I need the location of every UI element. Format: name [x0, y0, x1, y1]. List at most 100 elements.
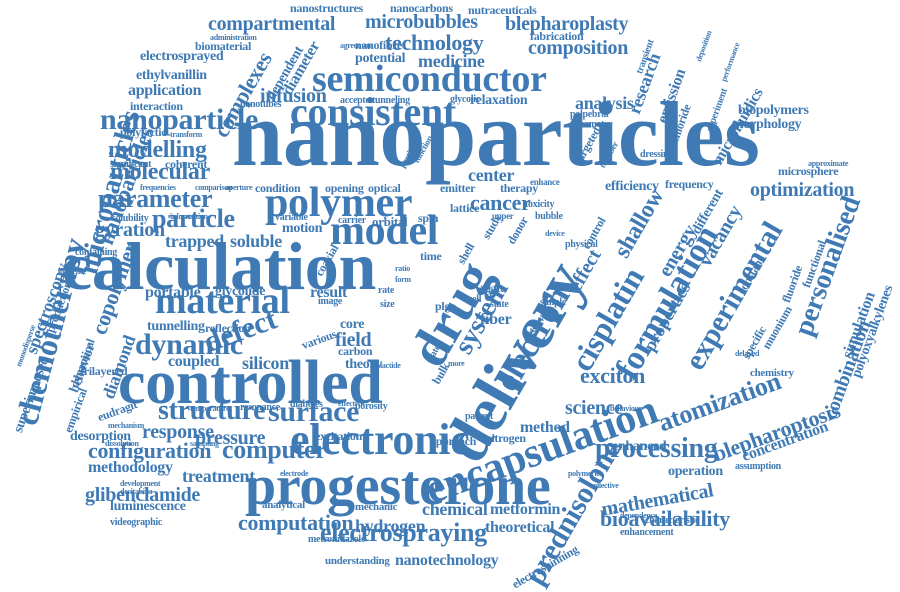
word-electrospraying: electrospraying: [320, 518, 487, 547]
word-chemical: chemical: [422, 499, 488, 519]
word-field: field: [335, 329, 372, 351]
word-blepharoplasty: blepharoplasty: [505, 13, 629, 35]
word-influence: influence: [58, 267, 87, 276]
word-fiber: fiber: [480, 311, 512, 328]
word-response: response: [142, 421, 214, 443]
word-coupled: coupled: [168, 353, 220, 370]
word-performance: performance: [719, 41, 742, 83]
word-containing: containing: [75, 247, 118, 258]
word-toxicity: toxicity: [525, 199, 555, 210]
word-operation: operation: [668, 464, 723, 479]
word-enhance: enhance: [530, 177, 560, 187]
word-lattice: lattice: [450, 201, 480, 215]
word-trilayered: trilayered: [80, 364, 128, 378]
word-application: application: [128, 82, 202, 99]
word-comparison: comparison: [195, 183, 233, 192]
word-hydrogen: hydrogen: [355, 516, 426, 536]
word-compartmental: compartmental: [208, 13, 336, 35]
word-nanotubes: nanotubes: [240, 99, 282, 110]
word-rate: rate: [378, 285, 395, 296]
word-treatment: treatment: [182, 466, 255, 486]
word-processing: processing: [595, 433, 718, 464]
word-motion: motion: [282, 221, 323, 236]
word-morphology: morphology: [732, 117, 802, 132]
word-more: more: [448, 359, 465, 368]
word-progesterone: progesterone: [245, 455, 551, 517]
word-glycolic: glycolic: [450, 94, 480, 105]
word-theoretical: theoretical: [485, 519, 555, 536]
word-plga: plga: [435, 299, 456, 313]
word-consistent: consistent: [290, 89, 456, 134]
word-gate: gate: [485, 281, 506, 295]
word-microbubbles: microbubbles: [365, 11, 478, 33]
word-patient: patient: [465, 411, 493, 422]
word-coherent: coherent: [165, 157, 208, 171]
word-biopolymers: biopolymers: [738, 103, 809, 118]
word-shallow: shallow: [609, 184, 670, 263]
word-exciton: exciton: [580, 363, 646, 388]
word-result: result: [310, 284, 348, 301]
word-cancer: cancer: [470, 190, 531, 215]
word-image: image: [318, 296, 343, 307]
word-collective: collective: [590, 481, 619, 490]
word-potential: potential: [355, 51, 406, 66]
word-material: material: [155, 280, 290, 322]
word-palpebral: palpebral: [570, 109, 609, 120]
word-carbon: carbon: [338, 344, 373, 358]
word-soluble: soluble: [230, 231, 282, 251]
word-information: information: [170, 212, 208, 221]
word-carrier: carrier: [338, 215, 366, 226]
word-size: size: [380, 299, 395, 310]
word-frequencies: frequencies: [140, 183, 176, 192]
word-bioavailability: bioavailability: [600, 506, 730, 531]
word-fabrication: fabrication: [530, 29, 584, 43]
word-silicon: silicon: [242, 353, 289, 373]
word-core: core: [340, 317, 365, 332]
word-enhanced: enhanced: [612, 439, 667, 454]
word-polymer: polymer: [265, 180, 413, 226]
word-temperature: temperature: [190, 404, 230, 413]
word-nanoparticle: nanoparticle: [100, 103, 259, 136]
word-mechanic: mechanic: [355, 501, 398, 513]
word-videographic: videographic: [110, 517, 162, 528]
word-particle: particle: [152, 204, 235, 233]
word-polymeric: polymeric: [568, 469, 600, 478]
word-tunneling: tunneling: [372, 95, 410, 106]
word-molecular: molecular: [110, 159, 210, 185]
word-various: various: [299, 326, 339, 353]
word-simple: simple: [540, 297, 566, 308]
word-aperture: aperture: [225, 183, 253, 192]
word-control: control: [579, 214, 609, 252]
word-agreement: agreement: [340, 41, 374, 50]
word-nutraceuticals: nutraceuticals: [468, 3, 537, 17]
word-nitrogen: nitrogen: [485, 431, 526, 445]
word-sampling: sampling: [190, 439, 219, 448]
word-understanding: understanding: [325, 555, 390, 567]
word-efficiency: efficiency: [605, 179, 659, 194]
word-approach: approach: [430, 434, 477, 448]
word-desorption: desorption: [70, 429, 131, 444]
word-single: single: [540, 311, 563, 322]
word-infusion: infusion: [260, 85, 327, 107]
word-surface: surface: [268, 395, 360, 428]
word-spin: spin: [418, 211, 439, 225]
word-solubility: solubility: [112, 213, 149, 224]
word-dependence: dependence: [620, 511, 658, 520]
word-trapped: trapped: [165, 231, 224, 251]
word-analytical: analytical: [262, 499, 305, 511]
word-composition: composition: [528, 37, 629, 59]
word-tunnelling: tunnelling: [147, 319, 205, 334]
word-assumption: assumption: [735, 461, 781, 472]
word-enhancement: enhancement: [620, 527, 674, 538]
word-method: method: [520, 419, 570, 436]
word-medicine: medicine: [418, 51, 485, 71]
word-center: center: [468, 165, 515, 185]
word-structure: structure: [158, 395, 266, 426]
word-pressure: pressure: [195, 427, 266, 449]
word-calculation: calculation: [62, 228, 377, 304]
word-dissolution: dissolution: [105, 439, 139, 448]
word-electrode: electrode: [280, 469, 309, 478]
word-condition: condition: [255, 181, 301, 195]
word-state: state: [490, 299, 509, 310]
word-nanocarbons: nanocarbons: [390, 1, 453, 15]
